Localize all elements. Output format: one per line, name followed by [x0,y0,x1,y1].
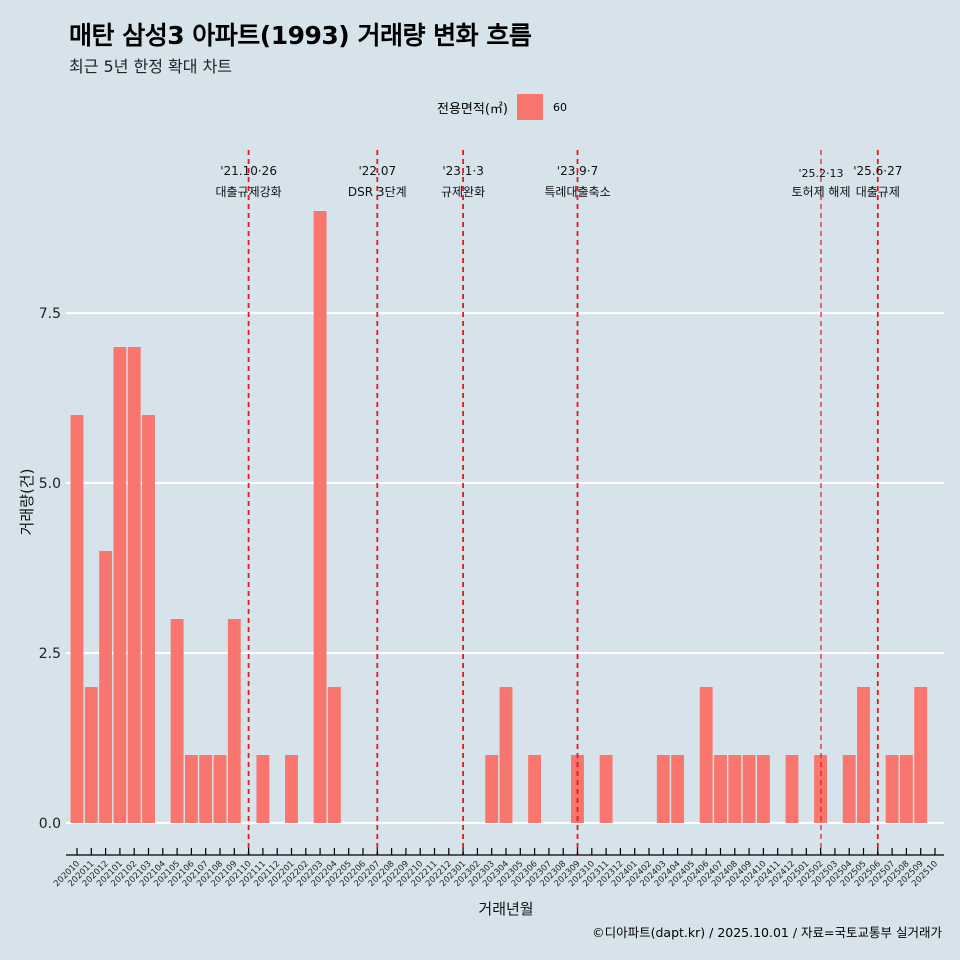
event-label: 규제완화 [441,185,485,199]
event-date-label: '21.10·26 [220,164,277,178]
bar-202409 [742,755,756,823]
bar-202404 [671,755,685,823]
legend: 전용면적(㎡) 60 [437,94,567,120]
bar-202403 [656,755,670,823]
bar-202504 [842,755,856,823]
event-date-label: '23.9·7 [557,164,598,178]
bar-202306 [528,755,542,823]
bar-202203 [313,211,327,823]
bar-202201 [285,755,298,823]
bar-202109 [227,619,241,823]
legend-title: 전용면적(㎡) [437,101,508,117]
y-tick-label: 2.5 [39,646,61,662]
chart-subtitle: 최근 5년 한정 확대 차트 [69,57,233,76]
bar-202101 [113,347,127,823]
event-date-label: '22.07 [358,164,396,178]
bar-202107 [199,755,213,823]
event-label: 특례대출축소 [544,185,610,199]
bar-202012 [99,551,113,823]
bar-202103 [142,415,155,823]
bar-202304 [499,687,513,823]
y-tick-label: 5.0 [39,476,61,492]
chart-title: 매탄 삼성3 아파트(1993) 거래량 변화 흐름 [69,21,532,50]
bar-202408 [728,755,742,823]
bar-202410 [756,755,770,823]
event-label: 대출규제 [856,185,900,199]
event-label: DSR 3단계 [348,185,407,199]
bar-202303 [485,755,499,823]
y-axis-title: 거래량(건) [18,469,36,536]
bar-202010 [70,415,84,823]
bar-202111 [256,755,270,823]
y-tick-label: 7.5 [39,306,61,322]
bar-202108 [213,755,227,823]
bar-202507 [885,755,899,823]
bars [70,211,928,823]
source-caption: ©디아파트(dapt.kr) / 2025.10.01 / 자료=국토교통부 실… [592,925,942,940]
bar-202508 [899,755,913,823]
legend-label-60: 60 [552,100,567,114]
event-label: 토허제 해제 [791,185,850,199]
bar-202412 [785,755,799,823]
bar-202105 [170,619,184,823]
event-label: 대출규제강화 [215,185,281,199]
legend-key-60 [516,94,543,120]
event-date-label: '23.1·3 [442,164,483,178]
bar-202505 [857,687,870,823]
bar-202509 [914,687,928,823]
bar-202106 [184,755,198,823]
x-axis: 2020102020112020122021012021022021032021… [52,848,944,889]
bar-202311 [599,755,613,823]
bar-202204 [327,687,341,823]
x-axis-title: 거래년월 [478,900,533,918]
event-date-label: '25.6·27 [853,164,902,178]
bar-202102 [127,347,141,823]
y-axis: 0.0 2.5 5.0 7.5 [39,306,61,832]
bar-202011 [84,687,98,823]
event-lines: '21.10·26 대출규제강화 '22.07 DSR 3단계 '23.1·3 규제완화 '… [215,150,902,855]
bar-202407 [714,755,727,823]
bar-202406 [699,687,713,823]
event-date-label: '25.2·13 [798,167,843,180]
y-tick-label: 0.0 [39,816,61,832]
